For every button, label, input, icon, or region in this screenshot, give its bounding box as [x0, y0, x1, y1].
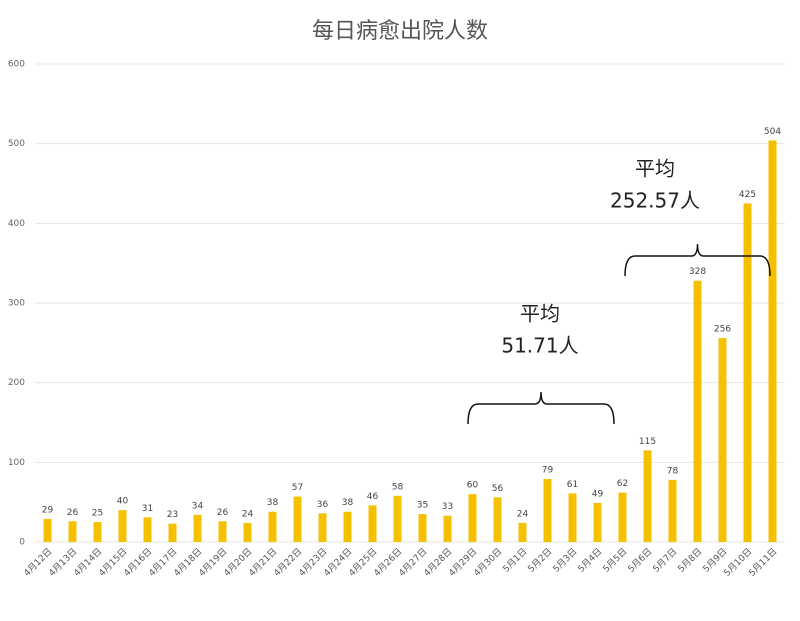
bar: [243, 522, 252, 542]
bar: [543, 479, 552, 542]
annotation: 252.57人: [610, 189, 700, 213]
value-label: 62: [617, 479, 628, 489]
bar: [43, 518, 52, 542]
y-tick-label: 300: [8, 299, 25, 309]
value-label: 26: [217, 508, 229, 518]
bar: [593, 502, 602, 542]
bar: [293, 496, 302, 542]
value-label: 58: [392, 482, 404, 492]
value-label: 425: [739, 190, 756, 200]
value-label: 34: [192, 501, 204, 511]
bar: [268, 511, 277, 542]
bar: [693, 280, 702, 542]
x-tick-label: 5月5日: [601, 546, 630, 575]
annotation: 平均: [635, 157, 675, 181]
bar: [343, 511, 352, 542]
bar: [618, 492, 627, 542]
bar: [68, 521, 77, 542]
bar: [168, 523, 177, 542]
value-label: 57: [292, 483, 303, 493]
bar: [743, 203, 752, 542]
value-label: 60: [467, 481, 479, 491]
bar: [568, 493, 577, 542]
bar: [418, 514, 427, 542]
bar: [468, 494, 477, 542]
value-label: 79: [542, 466, 554, 476]
value-label: 25: [92, 509, 103, 519]
bar: [768, 140, 777, 543]
value-label: 26: [67, 508, 79, 518]
value-label: 36: [317, 500, 329, 510]
x-tick-label: 5月3日: [551, 546, 580, 575]
y-tick-label: 100: [8, 458, 25, 468]
y-tick-label: 0: [19, 538, 25, 548]
bar: [493, 497, 502, 542]
value-label: 24: [242, 509, 254, 519]
value-label: 78: [667, 466, 679, 476]
x-tick-label: 5月4日: [576, 546, 605, 575]
brace: [467, 391, 615, 425]
y-tick-label: 400: [8, 219, 25, 229]
value-label: 35: [417, 501, 428, 511]
value-label: 504: [764, 127, 781, 137]
bar: [318, 513, 327, 542]
x-tick-label: 5月7日: [651, 546, 680, 575]
value-label: 31: [142, 504, 153, 514]
value-label: 256: [714, 325, 731, 335]
x-tick-label: 4月30日: [472, 546, 505, 579]
bar: [718, 338, 727, 542]
bar: [143, 517, 152, 542]
value-label: 328: [689, 267, 706, 277]
x-tick-label: 5月2日: [526, 546, 555, 575]
brace: [624, 243, 771, 277]
x-tick-label: 5月8日: [676, 546, 705, 575]
value-label: 24: [517, 509, 529, 519]
bar: [93, 522, 102, 542]
x-tick-label: 5月6日: [626, 546, 655, 575]
bar: [443, 515, 452, 542]
bar: [193, 514, 202, 542]
value-label: 38: [267, 498, 279, 508]
value-label: 56: [492, 484, 504, 494]
annotation: 平均: [520, 302, 560, 326]
bar: [393, 495, 402, 542]
bar: [518, 522, 527, 542]
chart-title: 每日病愈出院人数: [312, 19, 488, 44]
value-label: 49: [592, 489, 604, 499]
x-tick-label: 5月11日: [747, 546, 780, 579]
value-label: 61: [567, 480, 578, 490]
bar: [643, 450, 652, 542]
value-label: 115: [639, 437, 656, 447]
bar: [218, 521, 227, 542]
value-label: 40: [117, 497, 129, 507]
bar: [668, 479, 677, 542]
y-tick-label: 200: [8, 378, 25, 388]
bar: [368, 505, 377, 542]
value-label: 23: [167, 510, 178, 520]
value-label: 38: [342, 498, 354, 508]
value-label: 33: [442, 502, 453, 512]
value-label: 29: [42, 505, 54, 515]
bar: [118, 510, 127, 542]
y-tick-label: 500: [8, 139, 25, 149]
value-label: 46: [367, 492, 379, 502]
y-tick-label: 600: [8, 60, 25, 70]
x-tick-label: 5月1日: [501, 546, 530, 575]
annotation: 51.71人: [501, 334, 578, 358]
